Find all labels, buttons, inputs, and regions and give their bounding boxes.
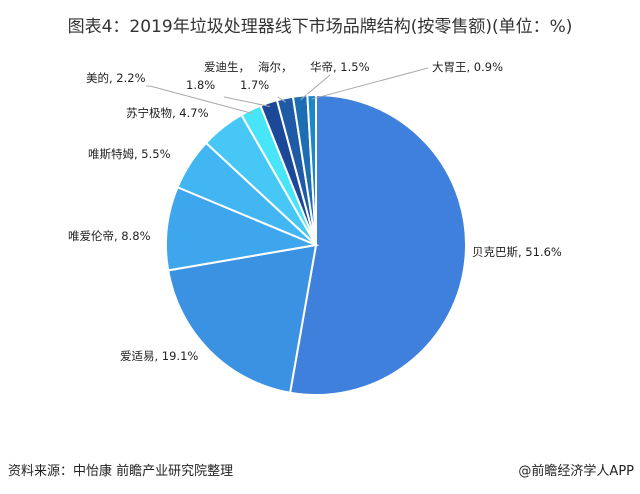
- brand-note: @前瞻经济学人APP: [518, 464, 634, 479]
- pie-slice-9: [306, 93, 317, 246]
- slice-label-1: 爱适易, 19.1%: [120, 349, 198, 363]
- pie-slice-0: [288, 93, 467, 396]
- pie-slice-1: [167, 243, 318, 394]
- slice-label-0: 贝克巴斯, 51.6%: [472, 245, 562, 259]
- slice-value-label-7: 1.7%: [240, 78, 269, 92]
- slice-label-4: 苏宁极物, 4.7%: [126, 106, 209, 120]
- slice-label-3: 唯斯特姆, 5.5%: [88, 147, 171, 161]
- leader-line-8: [300, 74, 331, 101]
- slice-label-8: 华帝, 1.5%: [310, 60, 370, 74]
- leader-line-9: [311, 67, 429, 100]
- leader-line-5: [146, 85, 253, 114]
- slice-label-9: 大胃王, 0.9%: [432, 60, 503, 74]
- leader-line-6: [223, 96, 271, 107]
- slice-label-5: 美的, 2.2%: [86, 71, 146, 85]
- source-note: 资料来源：中怡康 前瞻产业研究院整理: [8, 464, 234, 479]
- slice-label-6: 爱迪生，: [204, 60, 250, 74]
- chart-title: 图表4：2019年垃圾处理器线下市场品牌结构(按零售额)(单位：%): [67, 17, 573, 37]
- slice-label-2: 唯爱伦帝, 8.8%: [68, 229, 151, 243]
- pie-slice-2: [165, 185, 320, 272]
- slice-value-label-6: 1.8%: [186, 78, 215, 92]
- leader-line-7: [277, 96, 287, 103]
- slice-label-7: 海尔，: [258, 60, 293, 74]
